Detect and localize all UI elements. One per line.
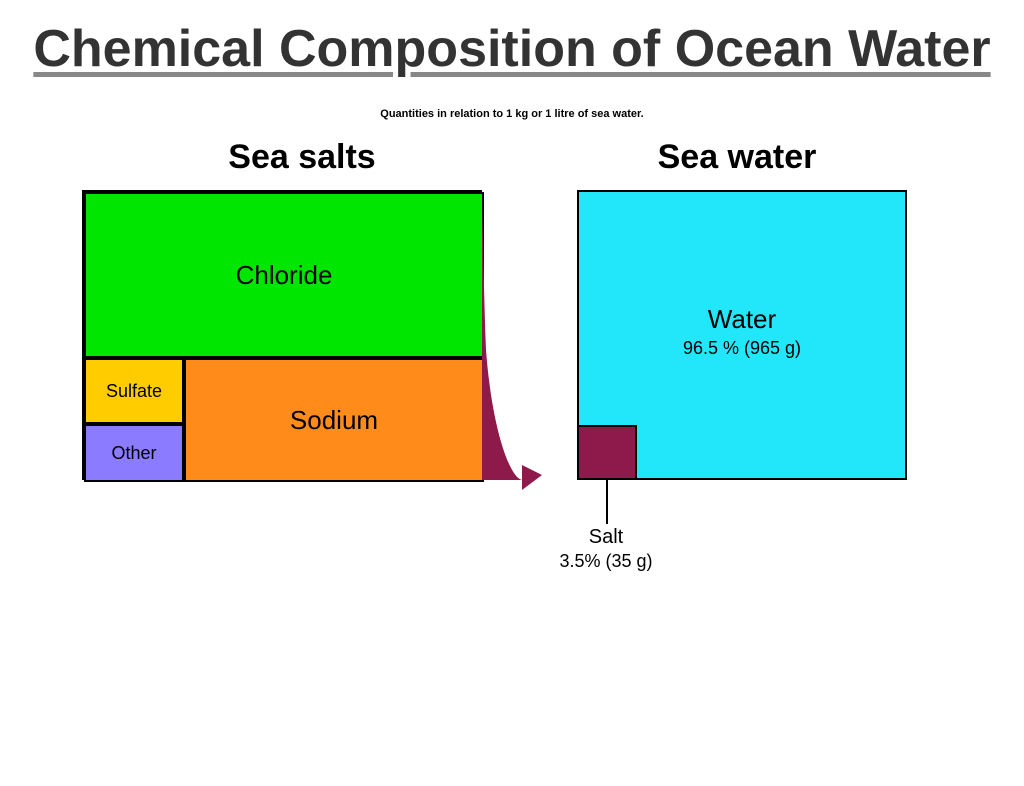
sea-salts-square: Chloride Sulfate Other Sodium xyxy=(82,190,482,480)
label-sodium: Sodium xyxy=(290,405,378,436)
salt-caption-sublabel: 3.5% (35 g) xyxy=(536,551,676,572)
sea-water-square: Water 96.5 % (965 g) xyxy=(577,190,907,480)
block-sodium: Sodium xyxy=(184,358,484,482)
diagram: Sea salts Sea water Chloride Sulfate Oth… xyxy=(82,138,942,638)
label-sulfate: Sulfate xyxy=(106,381,162,402)
heading-sea-salts: Sea salts xyxy=(172,138,432,177)
subtitle: Quantities in relation to 1 kg or 1 litr… xyxy=(0,108,1024,120)
salt-callout-line xyxy=(606,480,608,524)
label-other: Other xyxy=(111,443,156,464)
heading-sea-water: Sea water xyxy=(607,138,867,177)
page-title: Chemical Composition of Ocean Water xyxy=(0,18,1024,80)
label-water-sub: 96.5 % (965 g) xyxy=(579,338,905,359)
block-chloride: Chloride xyxy=(84,192,484,358)
block-salt xyxy=(577,425,637,480)
block-other: Other xyxy=(84,424,184,482)
connector-arrow xyxy=(480,190,580,490)
label-water: Water xyxy=(579,304,905,335)
block-sulfate: Sulfate xyxy=(84,358,184,424)
connector-path xyxy=(482,190,542,490)
salt-caption: Salt 3.5% (35 g) xyxy=(536,526,676,572)
label-chloride: Chloride xyxy=(236,260,333,291)
salt-caption-label: Salt xyxy=(589,526,623,548)
